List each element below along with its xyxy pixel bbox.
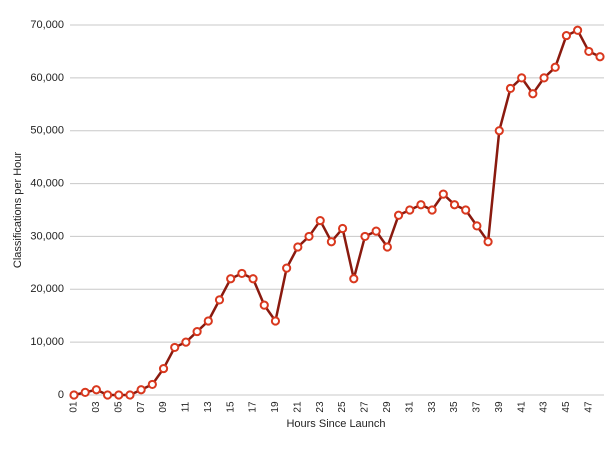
point: [192, 326, 202, 337]
point: [170, 342, 180, 353]
y-tick-label: 60,000: [30, 72, 64, 84]
point: [181, 337, 191, 347]
x-tick-label: 39: [494, 401, 505, 413]
point: [595, 52, 605, 62]
x-tick-label: 17: [248, 401, 259, 413]
point: [405, 205, 415, 215]
point: [203, 316, 213, 326]
x-tick-label: 45: [561, 401, 572, 413]
point: [382, 242, 392, 252]
x-tick-label: 23: [315, 401, 326, 413]
y-tick-label: 40,000: [30, 177, 64, 189]
x-tick-label: 37: [472, 401, 483, 413]
x-tick-label: 43: [539, 401, 550, 413]
x-tick-label: 05: [113, 401, 124, 413]
point: [315, 215, 325, 226]
x-tick-label: 11: [181, 401, 192, 412]
point: [449, 200, 460, 210]
point: [472, 221, 482, 231]
y-tick-label: 70,000: [30, 19, 64, 31]
point: [102, 390, 113, 400]
x-tick-label: 13: [203, 401, 214, 413]
x-tick-label: 27: [360, 401, 371, 413]
point: [293, 242, 303, 252]
point: [561, 30, 572, 41]
x-tick-label: 47: [583, 401, 594, 413]
x-tick-label: 07: [136, 401, 147, 413]
point: [136, 385, 146, 395]
point: [494, 126, 504, 136]
point: [282, 263, 292, 273]
line: [73, 29, 601, 397]
point: [550, 62, 560, 72]
x-tick-label: 35: [449, 401, 460, 413]
point: [304, 231, 314, 242]
point: [326, 237, 337, 247]
y-tick-label: 30,000: [30, 230, 64, 242]
point: [517, 73, 527, 83]
point: [158, 363, 169, 374]
point: [214, 295, 225, 305]
point: [69, 390, 79, 400]
point: [147, 379, 157, 390]
point: [393, 210, 404, 220]
x-tick-label: 19: [270, 401, 281, 413]
point: [505, 83, 516, 94]
point: [248, 274, 258, 284]
x-tick-label: 29: [382, 401, 393, 413]
x-tick-label: 15: [225, 401, 236, 413]
point: [226, 274, 236, 284]
point: [360, 231, 370, 242]
point: [483, 237, 493, 247]
point: [91, 385, 101, 395]
y-tick-label: 20,000: [30, 283, 64, 295]
x-tick-label: 21: [292, 401, 303, 413]
point: [573, 25, 583, 35]
point: [584, 46, 594, 57]
x-tick-label: 09: [158, 401, 169, 413]
point: [427, 205, 437, 215]
x-tick-label: 31: [404, 401, 415, 413]
x-tick-label: 03: [91, 401, 102, 413]
point: [270, 316, 281, 326]
point: [438, 189, 448, 199]
x-tick-label: 01: [69, 401, 80, 413]
y-axis-label: Classifications per Hour: [12, 152, 24, 268]
point: [237, 268, 247, 279]
point: [80, 387, 90, 397]
point: [461, 205, 471, 215]
point: [349, 274, 359, 284]
point: [337, 223, 348, 234]
y-tick-label: 10,000: [30, 336, 64, 348]
x-tick-label: 25: [337, 401, 348, 413]
x-axis-label: Hours Since Launch: [286, 418, 385, 430]
y-tick-label: 0: [58, 389, 64, 401]
point: [259, 300, 269, 310]
point: [528, 89, 538, 99]
point: [371, 226, 381, 236]
x-tick-label: 41: [516, 401, 527, 413]
point: [539, 73, 549, 83]
y-tick-label: 50,000: [30, 125, 64, 137]
point: [125, 390, 135, 400]
point: [114, 390, 124, 400]
x-tick-label: 33: [427, 401, 438, 413]
point: [416, 200, 426, 210]
